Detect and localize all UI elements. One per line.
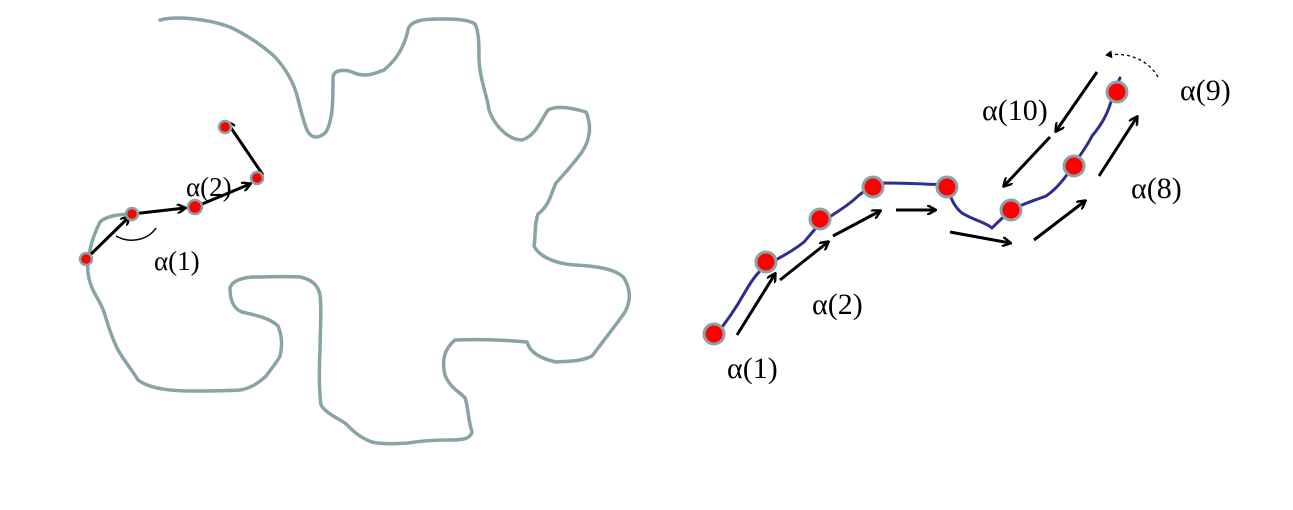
sample-point [186, 198, 204, 216]
sample-point [702, 322, 726, 346]
label-alpha-2: α(2) [812, 288, 863, 321]
label-alpha-2: α(2) [186, 172, 232, 202]
arrow-r2 [779, 242, 828, 282]
sample-point [217, 119, 233, 135]
arrow-4 [227, 122, 265, 176]
sample-point [78, 251, 94, 267]
sample-point [935, 175, 959, 199]
sample-point [249, 170, 265, 186]
left-panel: α(1) α(2) [78, 16, 632, 446]
sample-point [754, 250, 778, 274]
left-points [78, 119, 265, 267]
arrow-1 [84, 217, 129, 261]
arrow-r9 [1004, 135, 1052, 186]
dashed-turn-arrow [1105, 50, 1159, 78]
sample-point [808, 207, 832, 231]
curve-segment [712, 76, 1122, 339]
sample-point [1105, 80, 1129, 104]
label-alpha-10: α(10) [982, 94, 1048, 127]
arrow-r8 [1056, 71, 1099, 131]
arrow-r5 [949, 230, 1010, 243]
arrow-r6 [1033, 201, 1085, 242]
label-alpha-9: α(9) [1180, 74, 1231, 107]
arrow-3 [194, 184, 250, 209]
right-panel: α(1) α(2) α(8) α(9) α(10) [702, 50, 1231, 385]
arrow-r3 [832, 211, 880, 238]
arrow-2 [131, 208, 185, 216]
right-points [702, 80, 1129, 346]
arrow-r1 [735, 274, 775, 336]
sample-point [999, 198, 1023, 222]
sample-point [124, 206, 140, 222]
sample-point [861, 175, 885, 199]
arrow-r7 [1097, 117, 1137, 177]
label-alpha-1: α(1) [727, 352, 778, 385]
sample-point [1062, 154, 1086, 178]
label-alpha-1: α(1) [154, 246, 200, 276]
shape-outline [85, 16, 632, 446]
label-alpha-8: α(8) [1131, 172, 1182, 205]
angle-arc [115, 227, 157, 241]
